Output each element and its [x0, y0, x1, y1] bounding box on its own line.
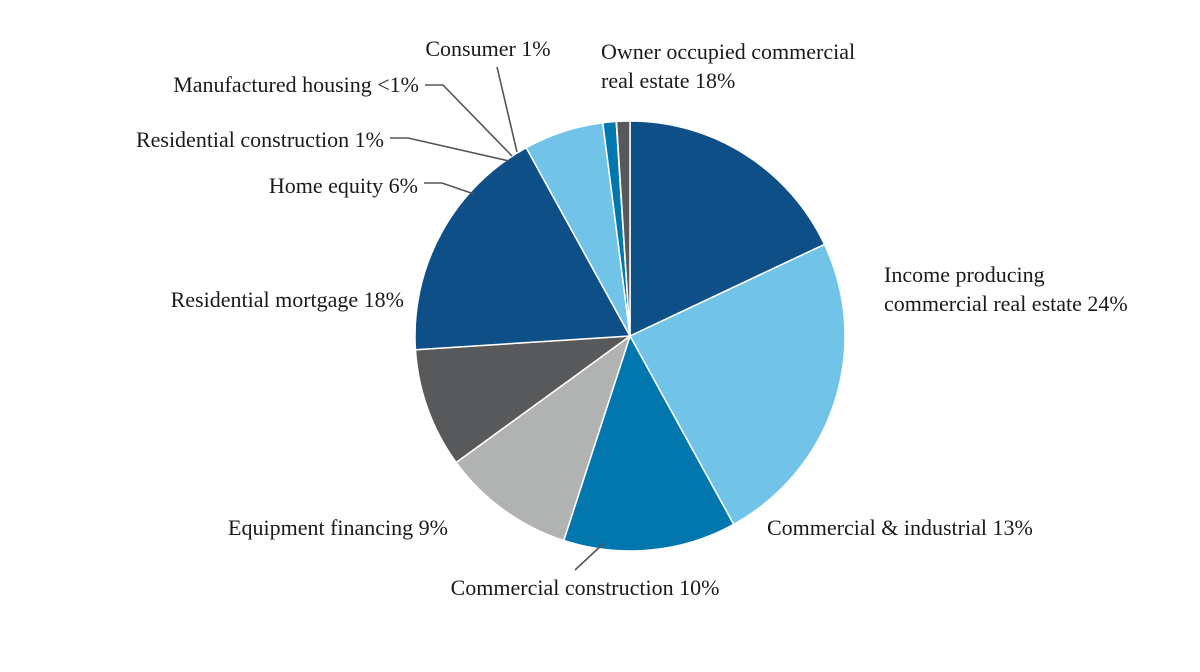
- slice-label-line: Income producing: [884, 262, 1045, 287]
- slice-label-equipment-financing: Equipment financing 9%: [228, 515, 448, 540]
- slice-label-line: commercial real estate 24%: [884, 291, 1128, 316]
- pie-slice-owner-occupied-cre: [629, 120, 826, 337]
- leader-line-commercial-construction: [574, 542, 605, 571]
- slice-label-line: Manufactured housing <1%: [173, 72, 419, 97]
- slice-label-commercial-industrial: Commercial & industrial 13%: [767, 515, 1033, 540]
- leader-line-consumer: [496, 66, 518, 153]
- slice-label-line: real estate 18%: [601, 68, 735, 93]
- slice-label-line: Residential mortgage 18%: [171, 287, 404, 312]
- slice-label-commercial-construction: Commercial construction 10%: [451, 575, 720, 600]
- pie-slice-commercial-industrial: [562, 335, 735, 552]
- slice-label-residential-construction: Residential construction 1%: [136, 127, 384, 152]
- slice-label-line: Owner occupied commercial: [601, 39, 855, 64]
- slice-labels: Owner occupied commercial real estate 18%…: [136, 36, 1128, 600]
- slice-label-manufactured-housing: Manufactured housing <1%: [173, 72, 419, 97]
- slice-label-line: Commercial & industrial 13%: [767, 515, 1033, 540]
- slice-label-residential-mortgage: Residential mortgage 18%: [171, 287, 404, 312]
- slice-label-line: Consumer 1%: [425, 36, 550, 61]
- slice-label-line: Equipment financing 9%: [228, 515, 448, 540]
- pie-slice-equipment-financing: [414, 335, 631, 464]
- slice-label-owner-occupied-cre: Owner occupied commercial real estate 18%: [601, 39, 855, 93]
- pie-slice-commercial-construction: [455, 335, 631, 542]
- slice-label-line: Home equity 6%: [269, 173, 418, 198]
- leader-lines: [390, 66, 605, 571]
- pie-slice-consumer: [615, 120, 631, 337]
- slice-label-consumer: Consumer 1%: [425, 36, 550, 61]
- slice-label-line: Commercial construction 10%: [451, 575, 720, 600]
- slice-label-home-equity: Home equity 6%: [269, 173, 418, 198]
- pie-slice-income-producing-cre: [629, 243, 846, 526]
- pie-slices: [414, 120, 846, 552]
- slice-label-income-producing-cre: Income producing commercial real estate 2…: [884, 262, 1128, 316]
- leader-line-manufactured-housing: [425, 84, 513, 157]
- slice-label-line: Residential construction 1%: [136, 127, 384, 152]
- leader-line-residential-construction: [390, 137, 510, 162]
- leader-line-home-equity: [424, 182, 475, 195]
